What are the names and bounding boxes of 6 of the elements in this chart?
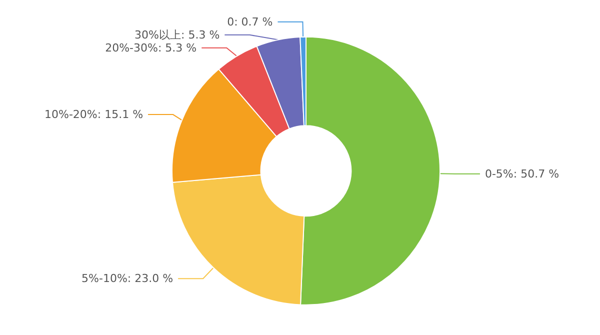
slice-label: 0: 0.7 %: [227, 15, 273, 28]
slice-label: 10%-20%: 15.1 %: [44, 108, 144, 122]
slice-label: 20%-30%: 5.3 %: [105, 41, 197, 54]
slice-label: 30%以上: 5.3 %: [134, 28, 220, 42]
slice-label: 0-5%: 50.7 %: [484, 167, 560, 180]
slice-label: 5%-10%: 23.0 %: [82, 272, 174, 286]
